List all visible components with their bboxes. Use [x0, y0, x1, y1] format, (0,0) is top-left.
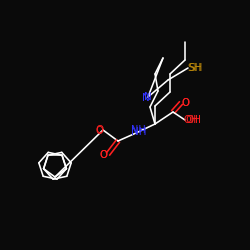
Text: NH: NH: [131, 127, 147, 137]
Text: SH: SH: [188, 63, 202, 73]
Text: N: N: [144, 92, 152, 102]
Text: OH: OH: [184, 115, 198, 125]
Text: O: O: [181, 98, 189, 108]
Text: NH: NH: [130, 125, 146, 135]
Text: O: O: [181, 98, 189, 108]
Text: O: O: [95, 126, 103, 136]
Text: O: O: [99, 150, 107, 160]
Text: O: O: [95, 125, 103, 135]
Text: N: N: [142, 93, 150, 103]
Text: OH: OH: [185, 115, 201, 125]
Text: SH: SH: [189, 63, 203, 73]
Text: O: O: [99, 150, 107, 160]
